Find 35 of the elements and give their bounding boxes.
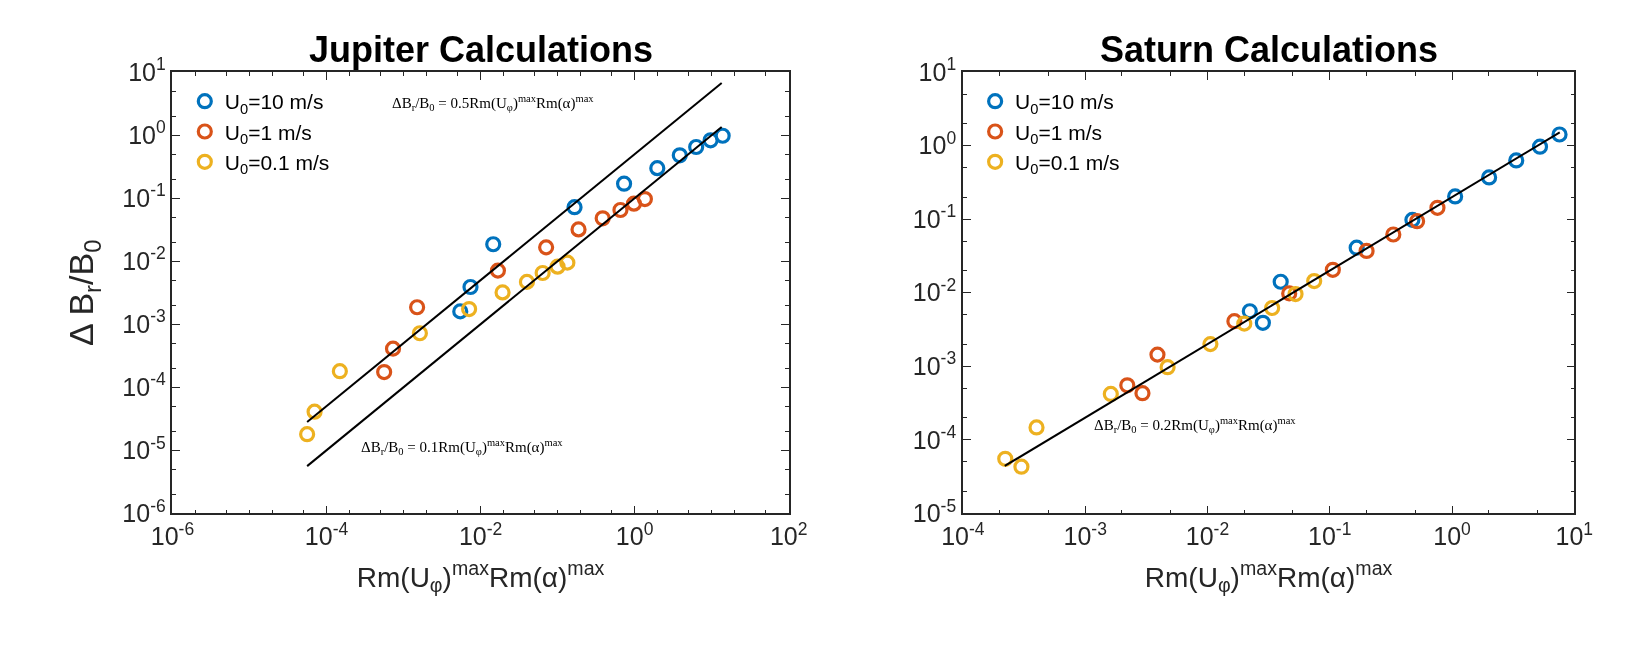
y-tick-label: 10$^{1}$ bbox=[918, 54, 957, 86]
x-tick-label: 10$^{0}$ bbox=[615, 518, 654, 551]
y-tick-label: 10$^{0}$ bbox=[128, 117, 166, 149]
y-tick-label: 10$^{-5}$ bbox=[122, 432, 166, 465]
chart-title: Saturn Calculations bbox=[1100, 29, 1439, 70]
text: ΔB$_{r}$/B$_{0}$ = 0.5Rm(U$_{φ}$)$^{max}$Rm(α)$^{max}$ bbox=[392, 93, 594, 114]
x-axis-title: Rm(U$_{φ}$)$^{max}$Rm(α)$^{max}$ bbox=[356, 556, 605, 597]
x-tick-label: 10$^{-2}$ bbox=[1185, 518, 1230, 551]
y-tick-label: 10$^{-1}$ bbox=[912, 201, 957, 233]
legend-label: U$_{0}$=0.1 m/s bbox=[1015, 150, 1120, 178]
y-tick-label: 10$^{-4}$ bbox=[122, 369, 166, 401]
x-tick-label: 10$^{2}$ bbox=[769, 518, 808, 551]
y-tick-label: 10$^{-3}$ bbox=[912, 348, 957, 380]
x-tick-label: 10$^{0}$ bbox=[1433, 518, 1472, 551]
y-tick-label: 10$^{0}$ bbox=[918, 127, 957, 160]
y-tick-label: 10$^{1}$ bbox=[128, 54, 166, 86]
x-tick-label: 10$^{-1}$ bbox=[1308, 518, 1352, 551]
legend-label: U$_{0}$=10 m/s bbox=[1015, 90, 1114, 117]
chart-title: Jupiter Calculations bbox=[309, 29, 654, 70]
y-tick-label: 10$^{-2}$ bbox=[122, 243, 166, 275]
text: ΔB$_{r}$/B$_{0}$ = 0.1Rm(U$_{φ}$)$^{max}$Rm(α)$^{max}$ bbox=[361, 437, 563, 458]
legend-label: U$_{0}$=0.1 m/s bbox=[224, 150, 330, 178]
x-tick-label: 10$^{-3}$ bbox=[1063, 518, 1107, 551]
legend-label: U$_{0}$=1 m/s bbox=[224, 120, 312, 148]
x-axis-title: Rm(U$_{φ}$)$^{max}$Rm(α)$^{max}$ bbox=[1144, 556, 1393, 597]
legend-label: U$_{0}$=1 m/s bbox=[1015, 120, 1103, 148]
y-tick-label: 10$^{-4}$ bbox=[912, 422, 957, 454]
y-tick-label: 10$^{-2}$ bbox=[912, 274, 957, 307]
y-tick-label: 10$^{-3}$ bbox=[122, 306, 166, 338]
x-tick-label: 10$^{-2}$ bbox=[458, 518, 503, 551]
legend-label: U$_{0}$=10 m/s bbox=[224, 90, 324, 117]
x-tick-label: 10$^{-4}$ bbox=[304, 518, 349, 551]
x-tick-label: 10$^{1}$ bbox=[1555, 518, 1594, 551]
text: ΔB$_{r}$/B$_{0}$ = 0.2Rm(U$_{φ}$)$^{max}$Rm(α)$^{max}$ bbox=[1094, 415, 1296, 436]
y-tick-label: 10$^{-1}$ bbox=[122, 180, 166, 212]
